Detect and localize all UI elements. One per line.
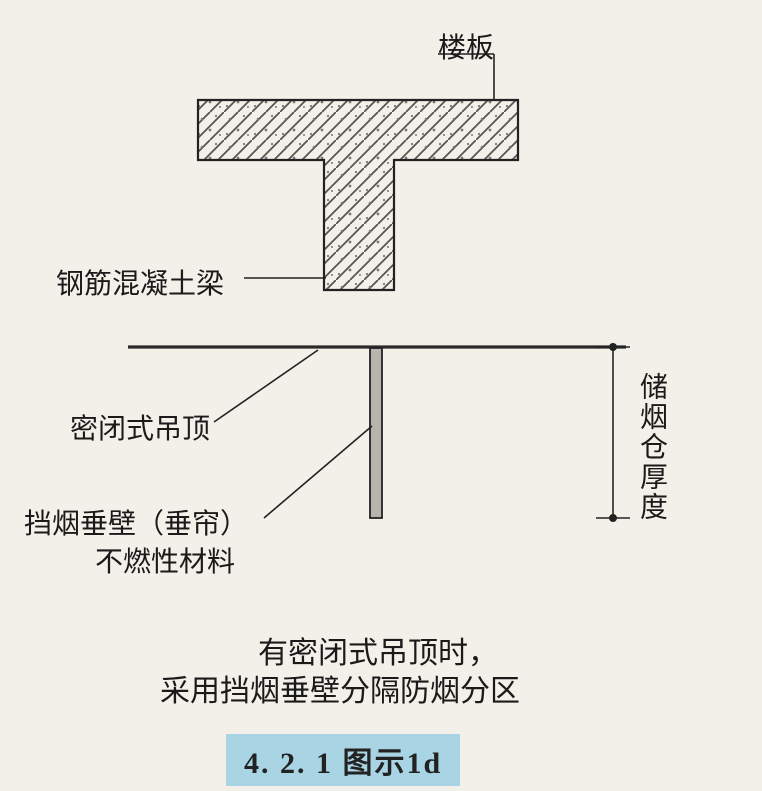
figure-number: 4. 2. 1 图示1d — [226, 734, 460, 786]
slab-and-beam — [198, 100, 518, 290]
label-barrier-line1: 挡烟垂壁（垂帘） — [24, 502, 248, 542]
label-ceiling: 密闭式吊顶 — [70, 407, 210, 447]
label-slab: 楼板 — [438, 26, 494, 66]
caption-line2: 采用挡烟垂壁分隔防烟分区 — [160, 666, 520, 710]
label-barrier-line2: 不燃性材料 — [95, 540, 235, 580]
label-reservoir: 储烟仓厚度 — [631, 372, 671, 522]
label-beam: 钢筋混凝土梁 — [56, 262, 224, 302]
dimension-reservoir — [596, 344, 630, 521]
smoke-barrier — [370, 348, 382, 518]
